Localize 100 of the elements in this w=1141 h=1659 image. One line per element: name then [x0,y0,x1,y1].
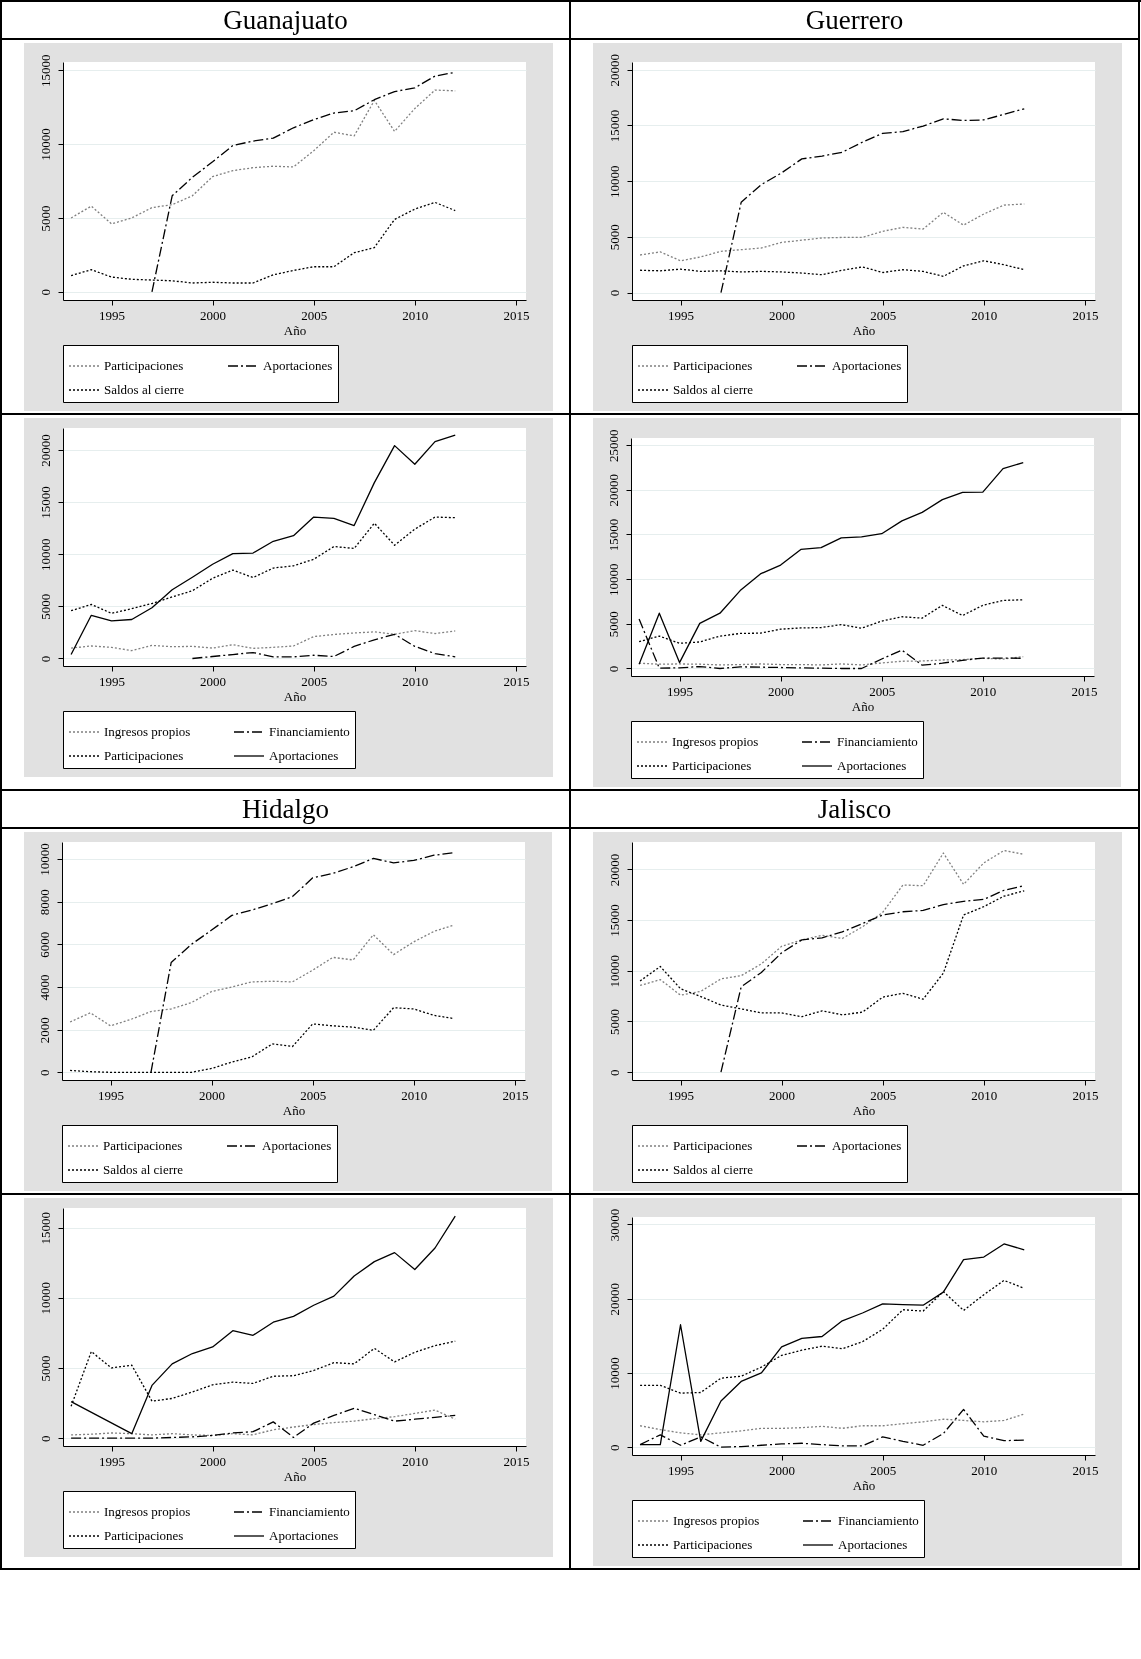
legend-label: Aportaciones [838,1537,908,1552]
y-tick-label: 10000 [605,563,621,596]
x-tick-label: 2000 [200,1453,227,1469]
x-tick-label: 1995 [667,683,694,699]
x-tick-label: 1995 [668,1462,695,1478]
y-tick-label: 0 [37,1435,53,1442]
x-tick-label: 2010 [402,307,429,323]
y-tick-label: 25000 [605,429,621,462]
chart-title: Jalisco [571,791,1138,829]
x-tick-label: 2010 [402,673,429,689]
legend-label: Financiamiento [838,1513,919,1528]
x-tick-label: 2010 [970,683,997,699]
y-tick-label: 0 [605,665,621,673]
legend-label: Aportaciones [269,1528,339,1543]
legend-label: Aportaciones [263,358,333,373]
y-tick-label: 5000 [37,1355,53,1382]
x-tick-label: 2005 [300,1087,327,1103]
x-tick-label: 2010 [401,1087,428,1103]
x-tick-label: 2005 [869,683,896,699]
x-tick-label: 2000 [769,1087,796,1103]
y-tick-label: 6000 [36,931,52,958]
x-axis-title: Año [283,1468,307,1484]
chart-title: Hidalgo [2,791,569,829]
legend-label: Aportaciones [262,1138,332,1153]
y-tick-label: 0 [37,289,53,296]
x-tick-label: 2010 [402,1453,429,1469]
x-tick-label: 2000 [200,307,227,323]
y-tick-label: 10000 [606,955,622,988]
x-tick-label: 1995 [668,1087,695,1103]
x-tick-label: 2015 [1072,1087,1099,1103]
legend-label: Ingresos propios [104,724,191,739]
x-tick-label: 1995 [668,307,695,323]
legend-label: Saldos al cierre [673,382,754,397]
chart-title: Guanajuato [2,2,569,40]
chart-title: Guerrero [571,2,1138,40]
y-tick-label: 0 [606,1444,622,1451]
legend-label: Participaciones [673,358,753,373]
x-tick-label: 2005 [870,307,897,323]
legend-label: Ingresos propios [672,734,759,749]
x-tick-label: 2010 [971,1462,998,1478]
y-tick-label: 5000 [606,224,622,251]
y-tick-label: 2000 [36,1017,52,1044]
y-tick-label: 20000 [606,54,622,87]
legend-label: Financiamiento [269,724,350,739]
legend-label: Participaciones [673,1537,753,1552]
x-tick-label: 2015 [502,1087,529,1103]
x-tick-label: 2015 [1072,1462,1099,1478]
x-axis-title: Año [852,1477,876,1493]
x-tick-label: 2010 [971,307,998,323]
legend-label: Participaciones [104,1528,184,1543]
y-tick-label: 30000 [606,1208,622,1242]
legend-label: Financiamiento [269,1504,350,1519]
x-axis-title: Año [852,322,876,338]
x-tick-label: 1995 [99,307,126,323]
y-tick-label: 15000 [606,109,622,143]
x-tick-label: 2005 [870,1087,897,1103]
x-tick-label: 2000 [199,1087,226,1103]
y-tick-label: 5000 [37,593,53,620]
y-tick-label: 5000 [605,611,621,638]
x-axis-title: Año [851,698,875,714]
y-tick-label: 10000 [37,1282,53,1315]
legend-label: Saldos al cierre [103,1162,184,1177]
legend-label: Saldos al cierre [673,1162,754,1177]
y-tick-label: 10000 [36,843,52,876]
x-tick-label: 2010 [971,1087,998,1103]
y-tick-label: 10000 [37,128,53,161]
legend-label: Financiamiento [837,734,918,749]
x-tick-label: 2005 [301,673,328,689]
y-tick-label: 20000 [606,1282,622,1316]
x-tick-label: 2015 [1072,307,1099,323]
y-tick-label: 0 [36,1069,52,1077]
x-tick-label: 2015 [503,1453,530,1469]
x-tick-label: 1995 [99,673,126,689]
y-tick-label: 15000 [37,486,53,519]
x-tick-label: 2000 [769,1462,796,1478]
legend-label: Participaciones [672,758,752,773]
x-tick-label: 2015 [503,307,530,323]
x-tick-label: 2015 [503,673,530,689]
y-tick-label: 20000 [37,434,53,467]
y-tick-label: 20000 [605,474,621,507]
y-tick-label: 8000 [36,889,52,916]
legend-label: Aportaciones [269,748,339,763]
x-axis-title: Año [283,322,307,338]
x-tick-label: 1995 [99,1453,126,1469]
legend-label: Ingresos propios [104,1504,191,1519]
x-axis-title: Año [852,1102,876,1118]
legend-label: Participaciones [104,748,184,763]
x-tick-label: 1995 [98,1087,125,1103]
y-tick-label: 10000 [37,538,53,571]
y-tick-label: 10000 [606,165,622,198]
y-tick-label: 15000 [606,904,622,937]
x-tick-label: 2000 [769,307,796,323]
legend-label: Aportaciones [832,358,902,373]
x-tick-label: 2005 [301,1453,328,1469]
legend-label: Aportaciones [832,1138,902,1153]
legend-label: Aportaciones [837,758,907,773]
y-tick-label: 15000 [37,54,53,87]
legend-label: Participaciones [673,1138,753,1153]
y-tick-label: 15000 [37,1211,53,1245]
x-tick-label: 2005 [301,307,328,323]
